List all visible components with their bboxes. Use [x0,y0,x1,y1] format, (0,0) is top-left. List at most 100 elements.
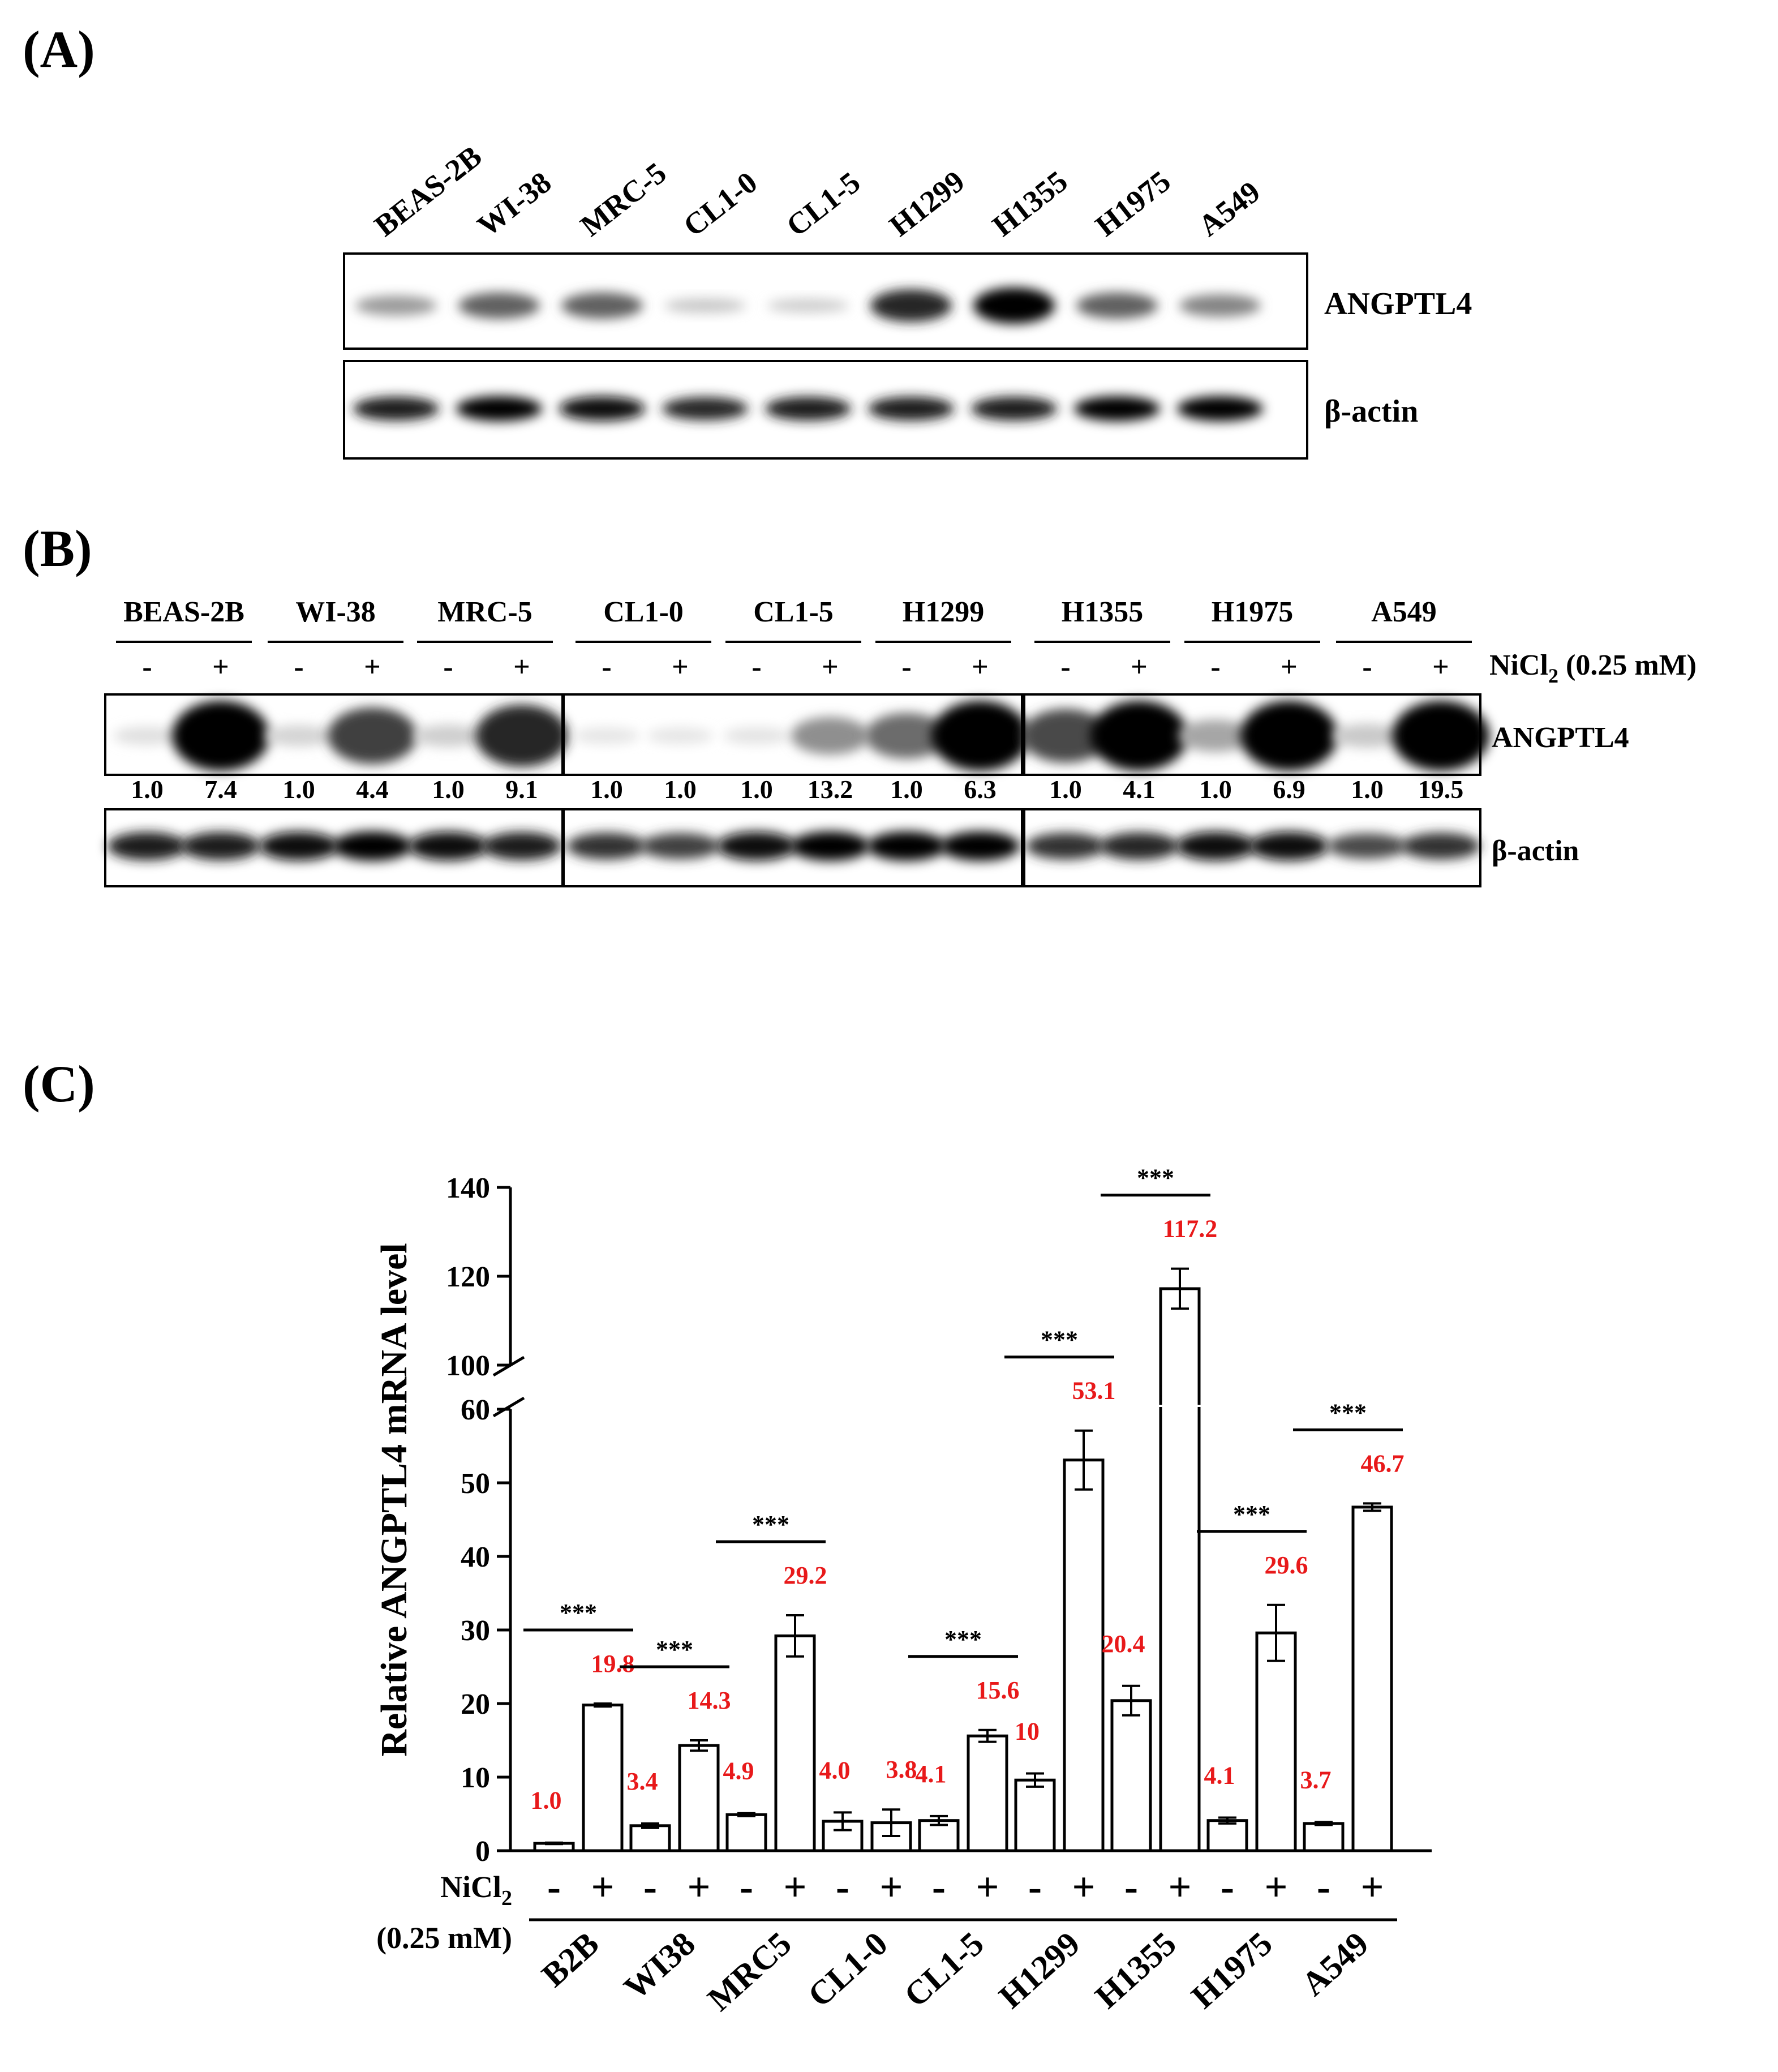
bar-value-label: 4.1 [916,1760,947,1788]
panel-b-band-ratios: 1.0 7.4 1.0 4.4 1.0 9.1 1.0 1.0 1.0 13.2 1.0 6.3 1.0… [131,775,1463,804]
angptl4-band [931,701,1029,771]
y-tick-label: 20 [461,1688,490,1721]
actin-band [333,831,412,861]
lane-label: H1299 [883,164,970,243]
treatment-sign: + [1281,651,1298,683]
angptl4-band [647,727,714,744]
bar-value-label: 1.0 [531,1787,562,1814]
angptl4-band [1179,294,1261,317]
lane-label: MRC-5 [574,156,672,243]
band-ratio: 4.4 [356,775,389,804]
chart-treatment-sign: - [932,1864,946,1910]
actin-band [1074,396,1160,421]
band-ratio: 1.0 [131,775,164,804]
significance-markers: *** *** *** *** *** *** *** *** [523,1164,1403,1668]
panel-b: (B) BEAS-2B WI-38 MRC-5 CL1-0 CL1-5 H1299 H135… [23,520,1697,887]
bar [1255,1631,1297,1852]
blot-frame [562,693,1025,776]
band-ratio: 6.9 [1273,775,1305,804]
chart-treatment-sign: - [547,1864,561,1910]
chart-treatment-sign: - [836,1864,849,1910]
y-axis-label: Relative ANGPTL4 mRNA level [373,1243,415,1756]
significance-stars: *** [1233,1500,1270,1528]
actin-band [1100,832,1179,860]
bar-value-label: 20.4 [1102,1630,1145,1658]
angptl4-band [1090,701,1188,771]
panel-b-actin-blot [104,808,1481,887]
treatment-sign: + [513,651,530,683]
blot-frame [1021,693,1481,776]
group-label: MRC-5 [437,596,532,628]
panel-b-angptl4-blot [104,693,1489,776]
bar-value-label: 3.8 [886,1756,917,1783]
panel-b-group-labels: BEAS-2B WI-38 MRC-5 CL1-0 CL1-5 H1299 H1355 H19… [116,596,1472,643]
panel-b-label: (B) [23,520,92,577]
panel-b-blot-label-actin: β-actin [1492,835,1579,867]
angptl4-band [1240,701,1338,771]
group-label: A549 [1371,596,1437,628]
actin-band [482,832,561,860]
treatment-sign: + [672,651,689,683]
band-ratio: 19.5 [1418,775,1464,804]
y-tick-label: 10 [461,1762,490,1794]
angptl4-band [973,288,1055,324]
treatment-sign: - [294,651,303,683]
y-tick-label: 0 [475,1835,490,1868]
band-ratio: 7.4 [204,775,237,804]
category-label: H1299 [992,1925,1087,2016]
lane-label: CL1-5 [780,165,866,243]
chart-treatment-sign: + [1168,1864,1191,1910]
bar [725,1813,767,1852]
category-label: WI38 [617,1925,702,2007]
significance-stars: *** [656,1636,693,1663]
treatment-sign: + [212,651,229,683]
treatment-sign: - [602,651,611,683]
actin-band [108,832,187,860]
actin-band [1249,831,1329,861]
y-tick-label: 140 [446,1172,490,1204]
bar-value-label: 14.3 [688,1687,731,1714]
treatment-sign: - [901,651,911,683]
chart-treatment-sign: + [687,1864,710,1910]
actin-band [641,833,720,859]
bar-value-label: 3.7 [1300,1766,1332,1794]
band-ratio: 1.0 [890,775,923,804]
chart-treatment-sign: + [879,1864,903,1910]
significance-stars: *** [560,1599,597,1627]
group-label: CL1-0 [603,596,684,628]
bar-value-label: 29.2 [784,1561,827,1589]
angptl4-band [328,707,417,764]
lane-label: BEAS-2B [368,139,488,243]
category-label: H1355 [1088,1925,1183,2016]
treatment-sign: - [1210,651,1220,683]
chart-treatment-sign: - [740,1864,753,1910]
chart-treatment-sign: + [976,1864,999,1910]
band-ratio: 1.0 [282,775,315,804]
panel-c: (C) Relative ANGPTL4 mRNA level 0 10 20 30 4… [23,1055,1432,2018]
band-ratio: 13.2 [808,775,853,804]
actin-band [765,397,851,421]
chart-treatment-row: - + - + - + - + - + - + - + - + - + [529,1864,1397,1921]
angptl4-band [475,705,568,767]
bar-value-label: 53.1 [1072,1377,1116,1405]
y-tick-label: 50 [461,1468,490,1500]
treatment-sign: - [1060,651,1070,683]
chart-treatment-sign: - [1124,1864,1138,1910]
panel-c-label: (C) [23,1055,95,1113]
category-label: CL1-5 [897,1925,991,2014]
bar [1303,1822,1345,1852]
bar [678,1744,720,1852]
actin-band [1401,833,1480,860]
treatment-sign: + [1432,651,1449,683]
group-label: CL1-5 [753,596,834,628]
panel-b-treatment-label: NiCl2 (0.25 mM) [1489,649,1697,687]
chart-treatment-sign: - [1028,1864,1042,1910]
panel-b-blot-label-angptl4: ANGPTL4 [1492,722,1629,754]
angptl4-band [1332,723,1403,748]
actin-band [1026,833,1105,860]
lane-label: CL1-0 [677,165,763,243]
chart-treatment-sign: + [1072,1864,1095,1910]
bar [1110,1699,1152,1852]
